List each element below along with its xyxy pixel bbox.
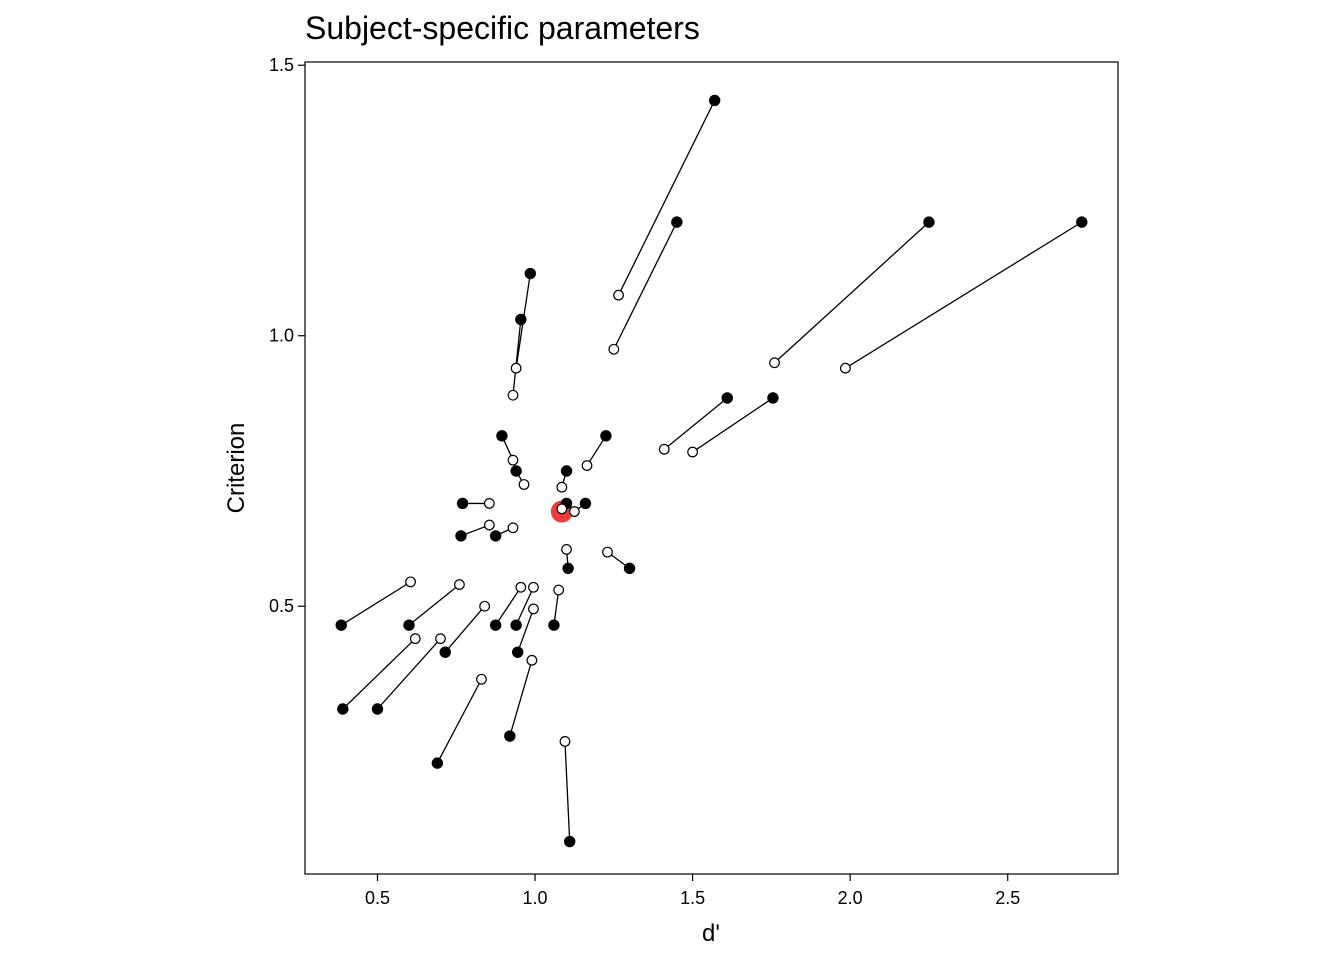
shrinkage-segment: [340, 581, 411, 626]
shrunk-estimate-point: [526, 654, 538, 666]
raw-estimate-point: [560, 465, 573, 477]
raw-estimate-point: [623, 562, 636, 575]
x-tick-label: 2.0: [838, 888, 863, 908]
raw-estimate-point: [496, 430, 508, 442]
shrinkage-segment: [444, 605, 486, 653]
shrunk-estimate-point: [556, 503, 568, 515]
shrunk-estimate-point: [608, 343, 620, 355]
shrunk-estimate-point: [510, 362, 522, 374]
y-tick-label: 0.5: [269, 596, 294, 616]
raw-estimate-point: [456, 497, 469, 510]
raw-estimate-point: [439, 646, 451, 658]
y-tick-label: 1.0: [269, 326, 294, 346]
x-tick-label: 1.5: [680, 888, 705, 908]
shrunk-estimate-point: [658, 443, 670, 455]
raw-estimate-point: [504, 730, 516, 742]
shrinkage-segment: [376, 638, 441, 710]
shrunk-estimate-point: [515, 581, 527, 593]
shrinkage-segment: [436, 678, 483, 764]
shrunk-estimate-point: [507, 454, 519, 466]
raw-estimate-point: [403, 619, 415, 631]
raw-estimate-point: [335, 619, 347, 631]
raw-estimate-point: [1076, 216, 1088, 228]
raw-estimate-point: [767, 392, 779, 404]
shrunk-estimate-point: [483, 498, 495, 509]
raw-estimate-point: [600, 430, 612, 442]
shrunk-estimate-point: [405, 576, 416, 588]
shrunk-estimate-point: [479, 600, 491, 612]
shrinkage-segment: [512, 319, 522, 396]
shrunk-estimate-point: [559, 736, 571, 747]
shrunk-estimate-point: [840, 362, 851, 374]
shrinkage-segment: [586, 435, 607, 466]
raw-estimate-point: [524, 267, 537, 280]
shrunk-estimate-point: [454, 579, 465, 590]
shrunk-estimate-point: [507, 522, 519, 534]
raw-estimate-point: [489, 619, 502, 631]
raw-estimate-point: [455, 530, 467, 542]
shrunk-estimate-point: [507, 389, 519, 401]
raw-estimate-point: [337, 703, 349, 715]
shrinkage-segment: [692, 397, 774, 453]
raw-estimate-point: [708, 94, 721, 107]
raw-estimate-point: [563, 835, 576, 848]
shrunk-estimate-point: [435, 633, 446, 645]
shrinkage-segment: [613, 221, 678, 350]
raw-estimate-point: [512, 646, 524, 658]
raw-estimate-point: [671, 216, 683, 228]
chart-title: Subject-specific parameters: [305, 10, 700, 46]
x-tick-label: 2.5: [995, 888, 1020, 908]
shrinkage-segment: [342, 638, 416, 710]
raw-estimate-point: [579, 497, 592, 510]
shrunk-estimate-point: [602, 546, 613, 558]
shrunk-estimate-point: [483, 519, 495, 531]
x-axis-label: d': [702, 920, 720, 947]
shrunk-estimate-point: [569, 506, 580, 517]
shrinkage-segment: [663, 397, 728, 450]
shrunk-estimate-point: [769, 357, 780, 369]
shrinkage-segment: [845, 221, 1083, 369]
shrunk-estimate-point: [476, 673, 487, 685]
shrunk-estimate-point: [581, 460, 593, 471]
raw-estimate-point: [431, 757, 444, 769]
y-axis: 0.5 1.0 1.5: [269, 55, 305, 616]
data-points: [335, 94, 1088, 848]
shrunk-estimate-point: [687, 446, 698, 458]
shrinkage-segment: [564, 741, 571, 842]
shrinkage-segment: [617, 100, 716, 296]
raw-estimate-point: [371, 703, 384, 715]
raw-estimate-point: [562, 562, 574, 575]
shrunk-estimate-point: [518, 479, 530, 490]
y-tick-label: 1.5: [269, 55, 294, 75]
shrinkage-segment: [515, 587, 535, 626]
shrunk-estimate-point: [528, 603, 539, 615]
shrinkage-segments: [340, 100, 1083, 842]
shrinkage-segment: [408, 584, 460, 626]
plot-frame: [304, 61, 1119, 875]
x-tick-label: 0.5: [365, 888, 390, 908]
shrunk-estimate-point: [553, 584, 565, 596]
raw-estimate-point: [548, 619, 560, 631]
raw-estimate-point: [489, 530, 502, 542]
shrunk-estimate-point: [409, 633, 421, 645]
shrinkage-segment: [553, 589, 560, 626]
shrunk-estimate-point: [528, 581, 539, 593]
shrunk-estimate-point: [556, 481, 568, 493]
raw-estimate-point: [510, 465, 522, 477]
raw-estimate-point: [510, 619, 522, 631]
y-axis-label: Criterion: [223, 423, 250, 514]
shrinkage-segment: [774, 221, 930, 364]
raw-estimate-point: [515, 313, 527, 326]
shrinkage-segment: [495, 586, 522, 626]
shrinkage-segment: [517, 608, 535, 653]
shrinkage-segment: [509, 660, 533, 737]
x-tick-label: 1.0: [523, 888, 548, 908]
shrunk-estimate-point: [561, 544, 572, 555]
raw-estimate-point: [721, 392, 733, 404]
x-axis: 0.5 1.0 1.5 2.0 2.5: [365, 874, 1020, 908]
raw-estimate-point: [923, 216, 935, 228]
shrunk-estimate-point: [613, 289, 624, 301]
